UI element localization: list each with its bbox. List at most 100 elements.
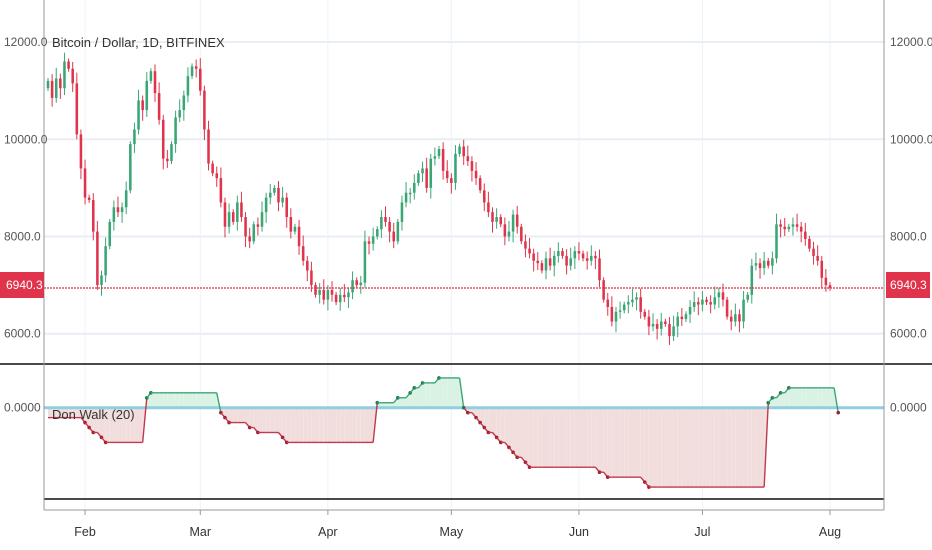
don-walk-fill-segment [167,392,172,408]
don-walk-fill-segment [72,407,77,418]
don-walk-fill-segment [401,397,407,408]
don-walk-fill-segment [369,407,374,443]
don-walk-fill-segment [653,407,658,488]
candle-body [466,156,470,162]
candle-body [771,258,774,266]
candle-body [384,217,387,222]
candle-body [67,61,70,69]
candle-body [783,226,787,230]
candle-body [50,80,54,98]
don-walk-fill-segment [68,407,73,418]
candle-body [828,285,832,288]
candle-body [145,80,149,111]
candle-body [112,207,116,222]
candle-body [380,217,383,230]
don-walk-fill-segment [768,397,773,408]
don-walk-fill-segment [632,407,637,478]
candle-body [557,251,560,256]
don-walk-fill-segment [797,387,802,408]
month-label: Mar [190,525,212,539]
don-walk-fill-segment [327,407,332,443]
indicator-tick-label: 0.0000 [890,401,927,415]
don-walk-fill-segment [809,387,814,408]
don-walk-fill-segment [690,407,695,488]
don-walk-fill-segment [471,407,477,418]
don-walk-fill-segment [187,392,193,408]
candle-body [355,280,358,286]
don-walk-fill-segment [60,407,65,418]
candle-body [482,190,486,203]
don-walk-fill-segment [805,387,810,408]
indicator-axis[interactable]: 0.0000 0.0000 [4,401,927,415]
candle-body [577,251,581,254]
don-walk-fill-segment [303,407,308,443]
candle-body [799,226,803,232]
month-label: Apr [318,525,337,539]
don-walk-fill-segment [714,407,719,488]
candle-body [129,144,132,191]
don-walk-fill-segment [290,407,295,443]
time-axis[interactable]: Feb Mar Apr May Jun Jul Aug [74,510,841,539]
candle-body [231,212,235,222]
don-walk-fill-segment [80,407,86,423]
indicator-tick-label: 0.0000 [4,401,41,415]
don-walk-line [48,376,841,489]
month-label: Jun [569,525,589,539]
candle-body [223,202,227,227]
candle-body [709,302,712,305]
candle-body [182,95,186,111]
candle-body [429,158,433,188]
candle-body [413,183,416,193]
don-walk-step-marker [103,440,108,445]
candle-body [417,173,420,183]
don-walk-fill-segment [270,407,275,433]
don-walk-fill-segment [101,407,106,443]
candle-body [561,251,564,256]
candle-body [318,289,321,295]
price-axis-left[interactable]: 12000.0 10000.0 8000.0 6000.0 [4,35,48,341]
don-walk-segment [833,387,839,413]
don-walk-fill-segment [722,407,728,488]
candle-body [610,306,614,322]
price-tick-label: 12000.0 [4,35,48,49]
don-walk-fill-segment [266,407,271,433]
don-walk-step-marker [836,410,841,415]
candle-body [338,294,342,303]
don-walk-fill-segment [825,387,830,408]
don-walk-fill-segment [64,407,69,418]
candle-body [458,146,461,154]
don-walk-fill-segment [739,407,744,488]
candle-body [314,285,317,295]
candle-body [795,224,799,227]
candle-body [273,187,276,193]
candle-body [655,323,659,329]
don-walk-fill-segment [257,407,263,433]
don-walk-fill-segment [171,392,176,408]
candle-body [79,134,83,169]
don-walk-fill-segment [109,407,114,443]
candle-body [622,304,626,311]
candle-body [59,78,62,89]
don-walk-fill-segment [212,392,217,408]
candle-body [524,241,527,249]
candle-body [359,282,363,286]
candle-body [421,168,424,174]
candle-body [437,148,441,157]
don-walk-fill-segment [241,407,246,423]
don-walk-fill-segment [430,382,435,408]
price-axis-right[interactable]: 12000.0 10000.0 8000.0 6000.0 [890,35,932,341]
candle-body [643,311,647,317]
don-walk-fill-segment [755,407,761,488]
candle-body [569,258,572,266]
candle-body [705,299,708,303]
don-walk-fill-segment [286,407,291,443]
don-walk-fill-segment [702,407,707,488]
don-walk-fill-segment [648,407,654,488]
don-walk-fill-segment [784,387,789,408]
don-walk-fill-segment [587,407,592,468]
candle-body [392,231,396,242]
don-walk-fill-segment [56,407,61,418]
candle-body [721,292,725,300]
last-price-badge-right [886,272,930,298]
candle-body [676,316,679,327]
